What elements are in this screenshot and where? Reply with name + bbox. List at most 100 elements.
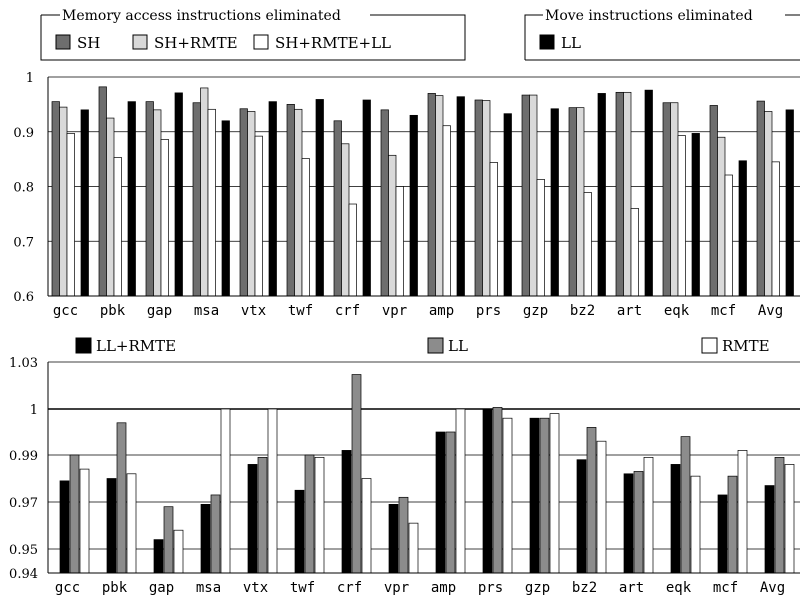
- bar-ll-plus-rmte-msa: [200, 504, 211, 574]
- bar-sh-bz2: [568, 107, 577, 297]
- y-tick-label: 0.95: [9, 543, 38, 558]
- bar-sh-plus-rmte-gcc: [59, 106, 68, 297]
- legend-label-rmte: RMTE: [722, 337, 770, 355]
- x-tick-label-avg: Avg: [758, 303, 783, 319]
- bar-sh-plus-rmte-plus-ll-crf: [348, 203, 357, 297]
- bar-sh-vpr: [380, 109, 389, 297]
- bar-sh-plus-rmte-art: [623, 91, 632, 297]
- bar-rmte-msa: [220, 408, 231, 574]
- bar-rmte-prs: [502, 417, 513, 574]
- bar-ll-vpr: [409, 114, 418, 297]
- legend-title-memory: Memory access instructions eliminated: [62, 8, 341, 24]
- bar-sh-gcc: [51, 101, 60, 297]
- bar-ll-plus-rmte-gcc: [59, 480, 70, 574]
- bar-ll-amp: [456, 96, 465, 297]
- bar-ll-plus-rmte-bz2: [576, 459, 587, 574]
- bar-rmte-gcc: [79, 468, 90, 574]
- bar-ll-plus-rmte-vtx: [247, 464, 258, 574]
- x-tick-label-amp: amp: [431, 580, 456, 596]
- x-tick-label-twf: twf: [290, 580, 315, 596]
- bar-ll-avg: [774, 457, 785, 574]
- bar-sh-plus-rmte-eqk: [670, 102, 679, 297]
- x-tick-label-gap: gap: [149, 580, 174, 596]
- y-tick-label: 0.97: [9, 496, 38, 511]
- bar-rmte-vtx: [267, 408, 278, 574]
- legend-swatch-ll-move: [539, 34, 555, 50]
- y-tick-label: 1: [30, 403, 38, 418]
- bar-ll-plus-rmte-avg: [764, 485, 775, 574]
- bar-sh-plus-rmte-gzp: [529, 94, 538, 297]
- y-tick-label: 0.7: [13, 235, 34, 250]
- x-tick-label-vpr: vpr: [382, 303, 407, 319]
- x-tick-label-avg: Avg: [760, 580, 785, 596]
- bar-ll-gzp: [539, 417, 550, 574]
- x-tick-label-gzp: gzp: [523, 303, 548, 319]
- bar-sh-plus-rmte-plus-ll-vpr: [395, 186, 404, 297]
- x-tick-label-twf: twf: [288, 303, 313, 319]
- x-tick-label-msa: msa: [194, 303, 219, 319]
- bar-ll-plus-rmte-pbk: [106, 478, 117, 574]
- bar-sh-plus-rmte-plus-ll-vtx: [254, 135, 263, 297]
- bar-sh-plus-rmte-vpr: [388, 154, 397, 297]
- bar-ll-avg: [785, 109, 794, 297]
- bar-ll-gap: [163, 506, 174, 574]
- legend-group-memory: Memory access instructions eliminated: [40, 8, 466, 61]
- legend-swatch-ll: [427, 337, 444, 354]
- x-tick-label-gzp: gzp: [525, 580, 550, 596]
- bar-rmte-mcf: [737, 450, 748, 574]
- legend-title-move: Move instructions eliminated: [545, 8, 753, 24]
- y-tick-label: 1.03: [9, 356, 38, 371]
- bar-ll-gcc: [69, 454, 80, 574]
- legend-label-ll-move: LL: [561, 34, 581, 52]
- bar-ll-mcf: [727, 475, 738, 574]
- bar-sh-plus-rmte-bz2: [576, 107, 585, 297]
- legend-label-ll-plus-rmte: LL+RMTE: [96, 337, 176, 355]
- bar-sh-plus-rmte-amp: [435, 95, 444, 297]
- x-tick-label-art: art: [617, 303, 642, 319]
- bar-rmte-bz2: [596, 440, 607, 574]
- x-tick-label-prs: prs: [476, 303, 501, 319]
- bar-ll-plus-rmte-mcf: [717, 494, 728, 574]
- bar-sh-plus-rmte-pbk: [106, 117, 115, 297]
- bar-ll-pbk: [127, 101, 136, 297]
- bar-sh-plus-rmte-msa: [200, 87, 209, 297]
- bar-sh-vtx: [239, 108, 248, 297]
- y-tick-label: 0.6: [13, 290, 34, 305]
- x-tick-label-gap: gap: [147, 303, 172, 319]
- bar-sh-prs: [474, 99, 483, 297]
- bar-ll-vtx: [257, 457, 268, 574]
- bar-ll-plus-rmte-prs: [482, 408, 493, 574]
- bar-ll-pbk: [116, 422, 127, 574]
- bar-sh-plus-rmte-avg: [764, 111, 773, 297]
- legend-label-sh-plus-rmte-plus-ll: SH+RMTE+LL: [275, 34, 391, 52]
- bar-ll-plus-rmte-eqk: [670, 464, 681, 574]
- bar-ll-vtx: [268, 101, 277, 297]
- bar-sh-plus-rmte-plus-ll-pbk: [113, 157, 122, 297]
- bar-ll-mcf: [738, 160, 747, 297]
- x-tick-label-gcc: gcc: [53, 303, 78, 319]
- x-tick-label-art: art: [619, 580, 644, 596]
- legend-swatch-sh-plus-rmte: [132, 34, 148, 50]
- bar-sh-eqk: [662, 102, 671, 297]
- bar-sh-plus-rmte-gap: [153, 109, 162, 297]
- bar-sh-plus-rmte-vtx: [247, 111, 256, 297]
- bar-sh-plus-rmte-plus-ll-prs: [489, 162, 498, 297]
- bar-rmte-gap: [173, 529, 184, 574]
- bar-ll-plus-rmte-crf: [341, 450, 352, 574]
- x-tick-label-mcf: mcf: [713, 580, 738, 596]
- x-tick-label-gcc: gcc: [55, 580, 80, 596]
- bar-sh-pbk: [98, 86, 107, 297]
- bar-ll-gzp: [550, 108, 559, 297]
- bar-ll-prs: [492, 407, 503, 574]
- bar-sh-plus-rmte-twf: [294, 108, 303, 297]
- bar-rmte-crf: [361, 478, 372, 574]
- bar-sh-gap: [145, 101, 154, 297]
- bar-ll-prs: [503, 113, 512, 297]
- bar-sh-avg: [756, 100, 765, 297]
- y-tick-label: 1: [26, 71, 34, 86]
- x-tick-label-amp: amp: [429, 303, 454, 319]
- bar-ll-msa: [210, 494, 221, 574]
- y-tick-label: 0.99: [9, 449, 38, 464]
- bar-ll-twf: [315, 99, 324, 297]
- y-tick-label: 0.9: [13, 126, 34, 141]
